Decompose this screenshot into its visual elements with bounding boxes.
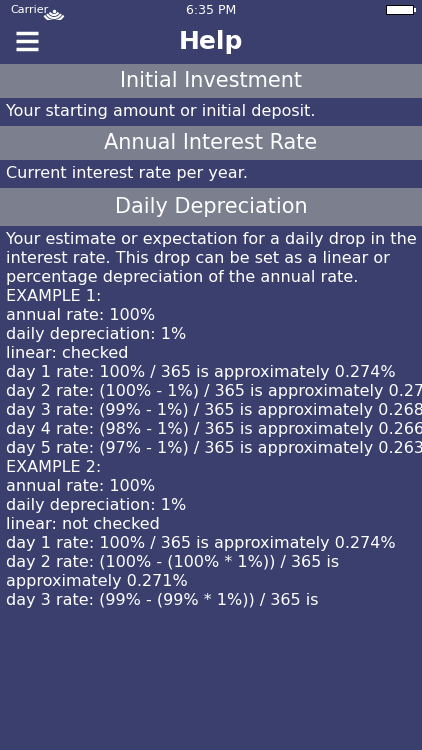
Bar bbox=[0, 98, 422, 126]
Text: percentage depreciation of the annual rate.: percentage depreciation of the annual ra… bbox=[6, 270, 358, 285]
Text: day 1 rate: 100% / 365 is approximately 0.274%: day 1 rate: 100% / 365 is approximately … bbox=[6, 536, 396, 551]
Text: EXAMPLE 1:: EXAMPLE 1: bbox=[6, 289, 101, 304]
Text: day 3 rate: (99% - 1%) / 365 is approximately 0.268%: day 3 rate: (99% - 1%) / 365 is approxim… bbox=[6, 403, 422, 418]
Text: daily depreciation: 1%: daily depreciation: 1% bbox=[6, 498, 186, 513]
Text: Carrier: Carrier bbox=[10, 5, 48, 15]
Text: day 2 rate: (100% - 1%) / 365 is approximately 0.271%: day 2 rate: (100% - 1%) / 365 is approxi… bbox=[6, 384, 422, 399]
Text: annual rate: 100%: annual rate: 100% bbox=[6, 479, 155, 494]
Bar bbox=[0, 126, 422, 160]
Text: day 5 rate: (97% - 1%) / 365 is approximately 0.263%: day 5 rate: (97% - 1%) / 365 is approxim… bbox=[6, 441, 422, 456]
Text: Initial Investment: Initial Investment bbox=[120, 71, 302, 91]
Text: EXAMPLE 2:: EXAMPLE 2: bbox=[6, 460, 101, 475]
Text: Help: Help bbox=[179, 30, 243, 54]
Text: day 3 rate: (99% - (99% * 1%)) / 365 is: day 3 rate: (99% - (99% * 1%)) / 365 is bbox=[6, 593, 319, 608]
Bar bbox=[387, 6, 413, 14]
Text: Your starting amount or initial deposit.: Your starting amount or initial deposit. bbox=[6, 104, 316, 119]
Text: linear: checked: linear: checked bbox=[6, 346, 129, 361]
Text: Annual Interest Rate: Annual Interest Rate bbox=[104, 133, 318, 153]
Bar bbox=[0, 20, 422, 64]
Text: Current interest rate per year.: Current interest rate per year. bbox=[6, 166, 248, 181]
Text: approximately 0.271%: approximately 0.271% bbox=[6, 574, 188, 589]
Text: Daily Depreciation: Daily Depreciation bbox=[115, 197, 307, 217]
Text: annual rate: 100%: annual rate: 100% bbox=[6, 308, 155, 323]
Bar bbox=[414, 8, 416, 12]
Bar bbox=[0, 226, 422, 750]
Bar bbox=[386, 5, 414, 15]
Text: linear: not checked: linear: not checked bbox=[6, 517, 160, 532]
Text: daily depreciation: 1%: daily depreciation: 1% bbox=[6, 327, 186, 342]
Text: interest rate. This drop can be set as a linear or: interest rate. This drop can be set as a… bbox=[6, 251, 390, 266]
Text: Your estimate or expectation for a daily drop in the annual: Your estimate or expectation for a daily… bbox=[6, 232, 422, 247]
Bar bbox=[0, 64, 422, 98]
Bar bbox=[0, 188, 422, 226]
Text: day 4 rate: (98% - 1%) / 365 is approximately 0.266%: day 4 rate: (98% - 1%) / 365 is approxim… bbox=[6, 422, 422, 437]
Text: 6:35 PM: 6:35 PM bbox=[186, 4, 236, 16]
Text: day 1 rate: 100% / 365 is approximately 0.274%: day 1 rate: 100% / 365 is approximately … bbox=[6, 365, 396, 380]
Text: day 2 rate: (100% - (100% * 1%)) / 365 is: day 2 rate: (100% - (100% * 1%)) / 365 i… bbox=[6, 555, 339, 570]
Bar bbox=[0, 160, 422, 188]
Bar bbox=[0, 0, 422, 20]
